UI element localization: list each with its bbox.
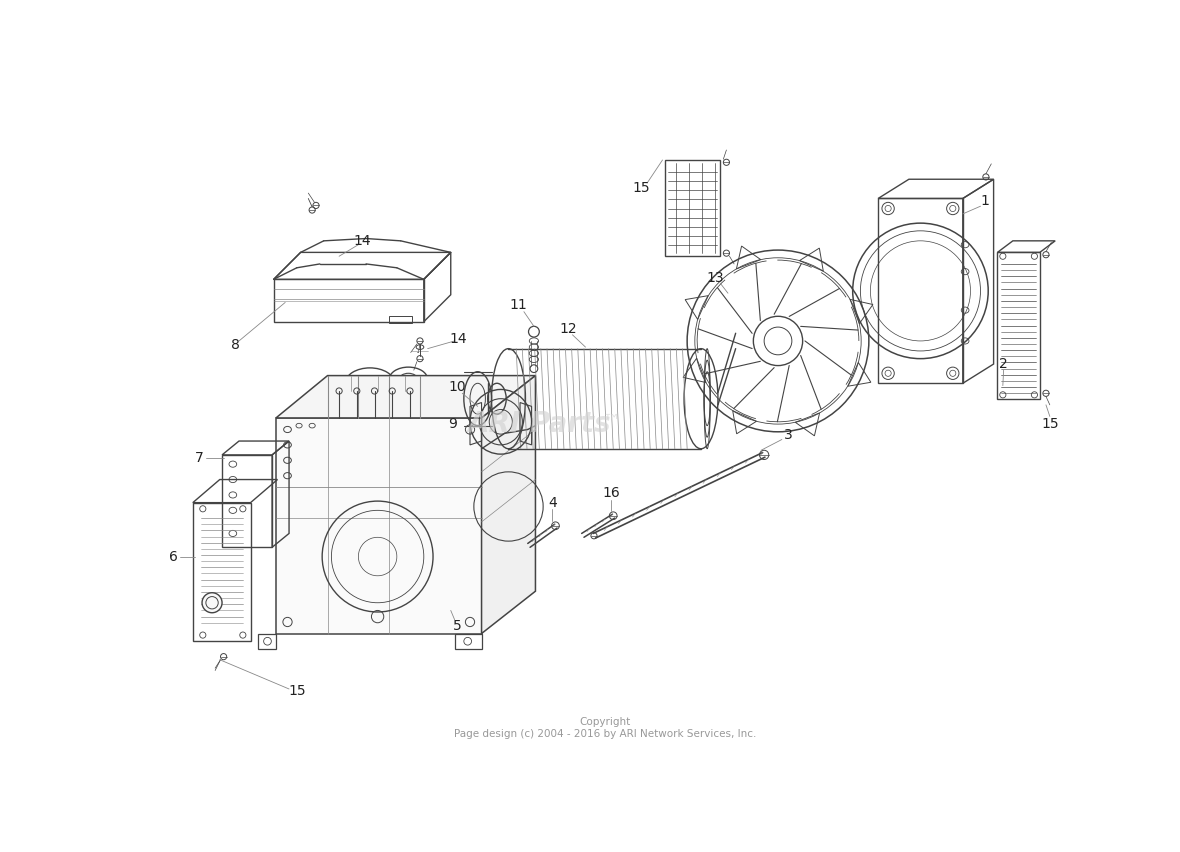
Text: ARI Parts: ARI Parts	[467, 410, 611, 438]
Text: 14: 14	[353, 233, 371, 248]
Text: 15: 15	[288, 684, 306, 699]
Text: 13: 13	[706, 271, 723, 285]
Text: Page design (c) 2004 - 2016 by ARI Network Services, Inc.: Page design (c) 2004 - 2016 by ARI Netwo…	[453, 728, 756, 739]
Text: 14: 14	[450, 331, 467, 346]
Text: 11: 11	[510, 297, 527, 312]
Ellipse shape	[202, 593, 222, 613]
Text: 6: 6	[169, 550, 178, 563]
Text: 16: 16	[602, 486, 620, 500]
Text: 12: 12	[559, 321, 577, 336]
Polygon shape	[276, 418, 481, 634]
Text: 7: 7	[195, 451, 203, 465]
Text: 8: 8	[231, 337, 240, 352]
Polygon shape	[276, 376, 536, 418]
Text: 10: 10	[448, 380, 466, 394]
Text: Copyright: Copyright	[579, 717, 630, 727]
Text: 15: 15	[1041, 417, 1058, 431]
Text: 5: 5	[453, 619, 461, 633]
Text: 4: 4	[548, 496, 557, 509]
Text: 2: 2	[999, 357, 1008, 371]
Text: ™: ™	[602, 412, 620, 431]
Text: 3: 3	[784, 428, 793, 442]
Text: 15: 15	[632, 181, 650, 195]
Polygon shape	[481, 376, 536, 634]
Text: 1: 1	[981, 193, 990, 208]
Text: 9: 9	[448, 417, 457, 431]
